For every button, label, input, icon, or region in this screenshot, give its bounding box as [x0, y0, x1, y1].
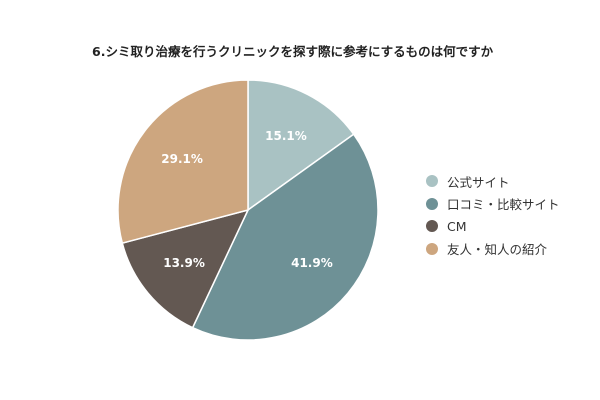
- pie-slice-2: [191, 133, 379, 341]
- legend-label: CM: [447, 218, 467, 234]
- pie-slice-1: [247, 79, 355, 212]
- legend-label: 口コミ・比較サイト: [447, 197, 560, 213]
- pie-slice-4: [117, 79, 249, 245]
- legend-swatch: [426, 175, 438, 188]
- legend: 公式サイト口コミ・比較サイト CM 友人・知人の紹介: [426, 170, 560, 260]
- slice-label-3: 13.9%: [163, 256, 205, 270]
- legend-swatch: [426, 220, 438, 233]
- chart-title: 6.シミ取り治療を行うクリニックを探す際に参考にするものは何ですか: [92, 44, 494, 59]
- legend-swatch: [426, 242, 438, 255]
- legend-swatch: [426, 197, 438, 210]
- pie-slice-3: [121, 208, 250, 329]
- legend-item-3: CM: [426, 215, 560, 238]
- slice-label-1: 15.1%: [265, 129, 307, 143]
- legend-item-1: 公式サイト: [426, 170, 560, 193]
- legend-item-2: 口コミ・比較サイト: [426, 193, 560, 216]
- slice-label-2: 41.9%: [291, 256, 333, 270]
- legend-label: 公式サイト: [447, 174, 510, 190]
- legend-label: 友人・知人の紹介: [447, 242, 548, 258]
- legend-item-4: 友人・知人の紹介: [426, 238, 560, 261]
- slice-label-4: 29.1%: [161, 152, 203, 166]
